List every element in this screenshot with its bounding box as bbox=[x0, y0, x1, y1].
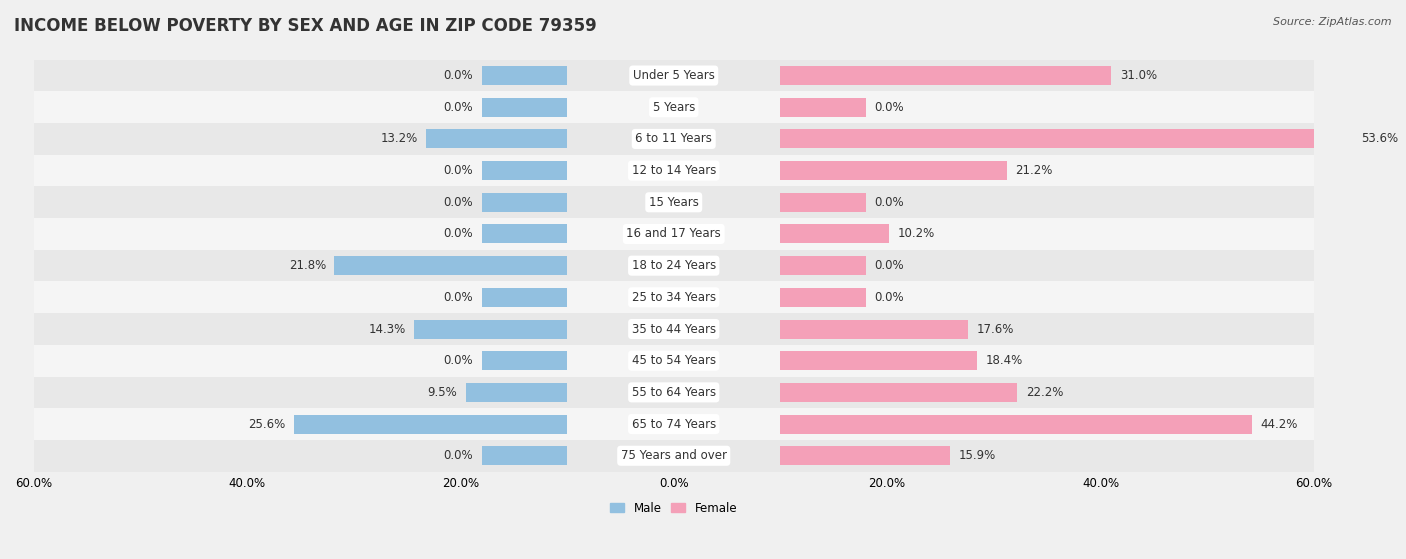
Bar bbox=[780, 130, 1353, 149]
Text: 0.0%: 0.0% bbox=[443, 449, 474, 462]
Text: 65 to 74 Years: 65 to 74 Years bbox=[631, 418, 716, 430]
Bar bbox=[34, 92, 1315, 123]
Text: 17.6%: 17.6% bbox=[977, 323, 1014, 335]
Bar bbox=[34, 282, 1315, 313]
Bar bbox=[482, 446, 567, 465]
Text: 0.0%: 0.0% bbox=[443, 228, 474, 240]
Text: 0.0%: 0.0% bbox=[443, 196, 474, 209]
Text: 31.0%: 31.0% bbox=[1119, 69, 1157, 82]
Bar bbox=[780, 288, 866, 307]
Text: 0.0%: 0.0% bbox=[443, 164, 474, 177]
Text: 21.8%: 21.8% bbox=[288, 259, 326, 272]
Bar bbox=[780, 446, 950, 465]
Bar bbox=[780, 351, 977, 370]
Text: 14.3%: 14.3% bbox=[368, 323, 406, 335]
Bar bbox=[482, 288, 567, 307]
Text: 25.6%: 25.6% bbox=[247, 418, 285, 430]
Bar bbox=[34, 155, 1315, 187]
Bar bbox=[780, 161, 1007, 180]
Text: 15.9%: 15.9% bbox=[959, 449, 995, 462]
Text: 0.0%: 0.0% bbox=[875, 101, 904, 113]
Bar bbox=[34, 187, 1315, 218]
Bar bbox=[482, 98, 567, 117]
Text: 5 Years: 5 Years bbox=[652, 101, 695, 113]
Text: 9.5%: 9.5% bbox=[427, 386, 457, 399]
Bar bbox=[34, 313, 1315, 345]
Bar bbox=[34, 123, 1315, 155]
Bar bbox=[780, 193, 866, 212]
Text: Source: ZipAtlas.com: Source: ZipAtlas.com bbox=[1274, 17, 1392, 27]
Bar bbox=[294, 415, 567, 434]
Bar bbox=[482, 161, 567, 180]
Text: 0.0%: 0.0% bbox=[875, 291, 904, 304]
Text: 13.2%: 13.2% bbox=[381, 132, 418, 145]
Legend: Male, Female: Male, Female bbox=[606, 497, 742, 519]
Text: 18 to 24 Years: 18 to 24 Years bbox=[631, 259, 716, 272]
Bar bbox=[482, 193, 567, 212]
Bar bbox=[780, 256, 866, 275]
Text: INCOME BELOW POVERTY BY SEX AND AGE IN ZIP CODE 79359: INCOME BELOW POVERTY BY SEX AND AGE IN Z… bbox=[14, 17, 596, 35]
Bar bbox=[780, 415, 1251, 434]
Bar bbox=[34, 218, 1315, 250]
Bar bbox=[34, 60, 1315, 92]
Text: 75 Years and over: 75 Years and over bbox=[620, 449, 727, 462]
Text: Under 5 Years: Under 5 Years bbox=[633, 69, 714, 82]
Text: 0.0%: 0.0% bbox=[443, 101, 474, 113]
Bar bbox=[482, 225, 567, 244]
Text: 21.2%: 21.2% bbox=[1015, 164, 1053, 177]
Bar bbox=[780, 225, 889, 244]
Bar bbox=[34, 250, 1315, 282]
Bar bbox=[426, 130, 567, 149]
Text: 45 to 54 Years: 45 to 54 Years bbox=[631, 354, 716, 367]
Text: 18.4%: 18.4% bbox=[986, 354, 1022, 367]
Text: 25 to 34 Years: 25 to 34 Years bbox=[631, 291, 716, 304]
Text: 0.0%: 0.0% bbox=[443, 69, 474, 82]
Text: 0.0%: 0.0% bbox=[875, 196, 904, 209]
Text: 10.2%: 10.2% bbox=[898, 228, 935, 240]
Text: 6 to 11 Years: 6 to 11 Years bbox=[636, 132, 713, 145]
Text: 44.2%: 44.2% bbox=[1261, 418, 1298, 430]
Text: 0.0%: 0.0% bbox=[443, 291, 474, 304]
Bar bbox=[335, 256, 567, 275]
Text: 16 and 17 Years: 16 and 17 Years bbox=[626, 228, 721, 240]
Text: 15 Years: 15 Years bbox=[648, 196, 699, 209]
Bar bbox=[780, 320, 969, 339]
Text: 0.0%: 0.0% bbox=[443, 354, 474, 367]
Bar bbox=[34, 345, 1315, 377]
Bar bbox=[34, 377, 1315, 408]
Bar bbox=[482, 351, 567, 370]
Text: 0.0%: 0.0% bbox=[875, 259, 904, 272]
Bar bbox=[780, 66, 1111, 85]
Text: 55 to 64 Years: 55 to 64 Years bbox=[631, 386, 716, 399]
Bar bbox=[482, 66, 567, 85]
Bar bbox=[34, 408, 1315, 440]
Text: 12 to 14 Years: 12 to 14 Years bbox=[631, 164, 716, 177]
Bar bbox=[780, 98, 866, 117]
Bar bbox=[465, 383, 567, 402]
Text: 35 to 44 Years: 35 to 44 Years bbox=[631, 323, 716, 335]
Text: 22.2%: 22.2% bbox=[1026, 386, 1063, 399]
Bar bbox=[780, 383, 1018, 402]
Bar bbox=[34, 440, 1315, 472]
Text: 53.6%: 53.6% bbox=[1361, 132, 1398, 145]
Bar bbox=[415, 320, 567, 339]
